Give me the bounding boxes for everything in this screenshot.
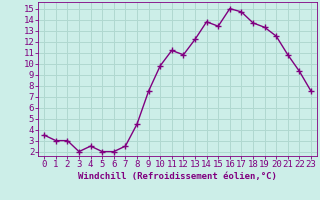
X-axis label: Windchill (Refroidissement éolien,°C): Windchill (Refroidissement éolien,°C) — [78, 172, 277, 181]
